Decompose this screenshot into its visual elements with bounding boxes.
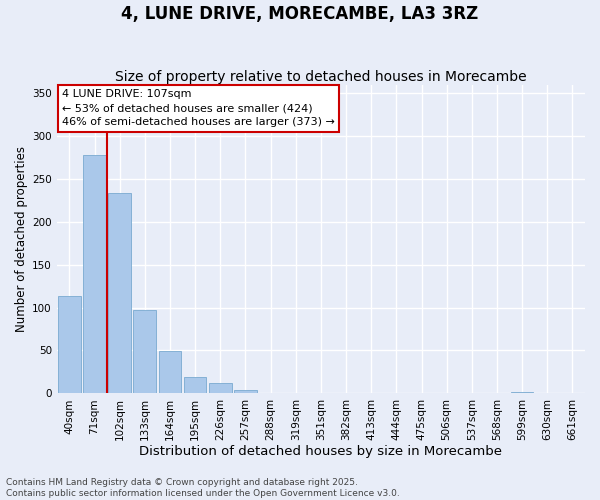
Bar [184, 377, 206, 394]
X-axis label: Distribution of detached houses by size in Morecambe: Distribution of detached houses by size … [139, 444, 502, 458]
Bar [511, 392, 533, 394]
Text: 4, LUNE DRIVE, MORECAMBE, LA3 3RZ: 4, LUNE DRIVE, MORECAMBE, LA3 3RZ [121, 5, 479, 23]
Text: Contains HM Land Registry data © Crown copyright and database right 2025.
Contai: Contains HM Land Registry data © Crown c… [6, 478, 400, 498]
Bar [209, 383, 232, 394]
Bar [133, 310, 156, 394]
Bar [234, 390, 257, 394]
Bar [109, 192, 131, 394]
Y-axis label: Number of detached properties: Number of detached properties [15, 146, 28, 332]
Bar [83, 155, 106, 394]
Bar [158, 352, 181, 394]
Text: 4 LUNE DRIVE: 107sqm
← 53% of detached houses are smaller (424)
46% of semi-deta: 4 LUNE DRIVE: 107sqm ← 53% of detached h… [62, 89, 335, 127]
Title: Size of property relative to detached houses in Morecambe: Size of property relative to detached ho… [115, 70, 527, 85]
Bar [58, 296, 80, 394]
